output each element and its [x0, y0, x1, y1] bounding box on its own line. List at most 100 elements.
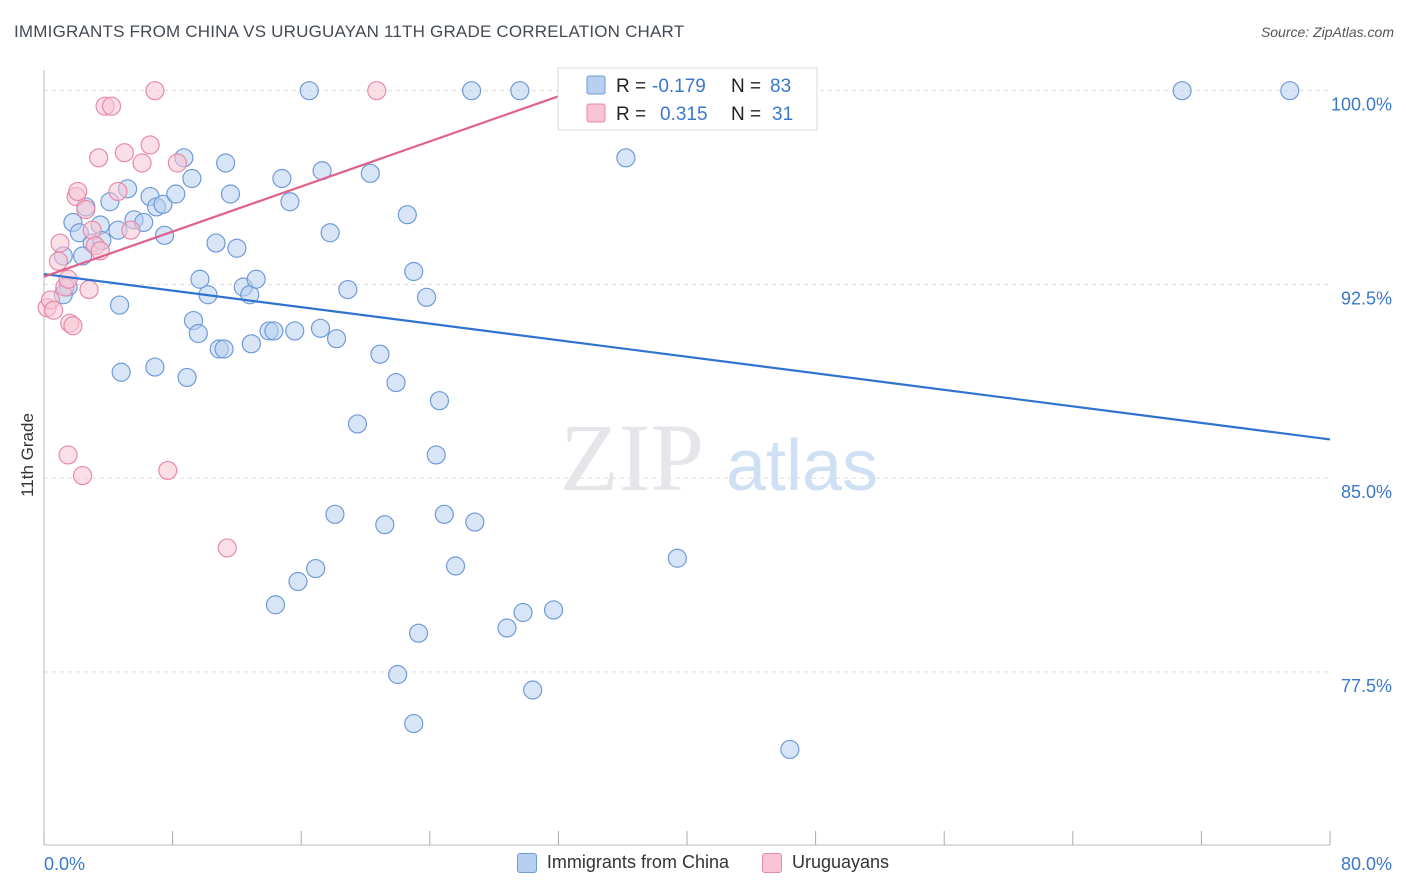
legend-item-uruguayans: Uruguayans: [762, 852, 889, 873]
x-tick-max: 80.0%: [1341, 854, 1392, 874]
china-point: [325, 504, 345, 524]
y-tick-label: 85.0%: [1341, 482, 1392, 502]
uruguayan-point: [63, 316, 83, 336]
china-point: [182, 168, 202, 189]
uruguayan-point: [89, 148, 109, 168]
chart-title: IMMIGRANTS FROM CHINA VS URUGUAYAN 11TH …: [14, 22, 685, 41]
legend-r-label-1: R =: [616, 76, 646, 97]
legend-swatch-china: [586, 75, 606, 95]
gridlines: [44, 90, 1330, 673]
china-point: [543, 600, 564, 620]
china-point: [338, 279, 358, 300]
china-point: [285, 321, 305, 341]
y-tick-label: 77.5%: [1341, 676, 1392, 696]
china-point: [375, 515, 395, 535]
china-point: [264, 321, 284, 341]
china-point: [220, 184, 241, 204]
uruguayan-point: [108, 181, 128, 202]
china-point: [214, 339, 234, 359]
china-point: [177, 367, 197, 388]
legend-n-label-2: N =: [731, 104, 761, 125]
china-point: [280, 192, 300, 212]
uruguayan-trend-line: [43, 89, 575, 278]
source-label: Source: ZipAtlas.com: [1260, 24, 1394, 40]
china-point: [523, 680, 543, 700]
china-point: [241, 334, 261, 354]
uruguayan-point: [158, 460, 178, 481]
china-point: [667, 548, 687, 568]
uruguayan-point: [167, 153, 188, 173]
china-point: [246, 269, 266, 289]
china-point: [347, 414, 368, 434]
china-point: [461, 81, 482, 101]
china-point: [145, 357, 165, 377]
uruguayan-point: [114, 143, 134, 163]
legend-item-china: Immigrants from China: [516, 852, 729, 873]
china-point: [513, 602, 533, 623]
china-point: [188, 323, 208, 344]
uruguayan-point: [58, 269, 78, 289]
china-point: [1280, 81, 1300, 101]
uruguayan-point: [44, 300, 64, 320]
legend-label-uruguayans: Uruguayans: [792, 852, 890, 872]
uruguayan-point: [58, 445, 78, 465]
uruguayan-point: [132, 153, 152, 173]
axes: [43, 70, 1331, 846]
bottom-legend: Immigrants from China Uruguayans: [0, 852, 1406, 878]
china-point: [426, 445, 446, 465]
uruguayan-point: [145, 81, 165, 101]
china-point: [780, 739, 800, 760]
china-point: [416, 287, 437, 307]
china-point: [445, 556, 466, 576]
china-point: [216, 153, 236, 173]
legend-swatch-uruguayans: [586, 103, 606, 123]
legend-r-value-2: 0.315: [660, 104, 708, 125]
legend-n-label-1: N =: [731, 76, 761, 97]
watermark-zip: ZIP: [560, 404, 704, 511]
china-point: [408, 623, 429, 643]
china-point: [310, 318, 331, 338]
uruguayan-point: [121, 220, 141, 240]
china-point: [370, 344, 390, 364]
trend-lines: [43, 89, 1331, 441]
legend-swatch-china-bottom: [516, 852, 537, 873]
china-point: [388, 664, 408, 685]
china-point: [1172, 81, 1192, 101]
uruguayan-point: [68, 181, 88, 202]
y-tick-labels: 77.5% 85.0% 92.5% 100.0%: [1331, 95, 1392, 696]
china-point: [111, 362, 131, 382]
uruguayan-point: [48, 251, 69, 271]
uruguayan-point: [72, 465, 93, 486]
china-point: [272, 168, 292, 189]
china-point: [434, 504, 454, 524]
china-point: [153, 194, 173, 214]
china-point: [206, 233, 226, 253]
uruguayan-point: [217, 538, 237, 558]
china-point: [265, 595, 286, 615]
x-tick-min: 0.0%: [44, 854, 85, 874]
china-point: [320, 223, 340, 243]
china-point: [306, 558, 326, 579]
legend-r-label-2: R =: [616, 104, 646, 125]
china-point: [386, 372, 406, 393]
china-trend-line: [43, 272, 1331, 441]
china-point: [326, 329, 347, 349]
uruguayan-point: [50, 233, 70, 253]
china-point: [497, 618, 517, 638]
uruguayan-point: [82, 220, 102, 240]
watermark: ZIP atlas: [560, 404, 878, 511]
china-point: [397, 205, 417, 225]
china-point: [190, 269, 210, 289]
china-point: [299, 81, 319, 101]
china-point: [404, 261, 424, 282]
china-point: [166, 184, 186, 204]
china-point: [510, 81, 530, 101]
uruguayan-point: [140, 135, 160, 155]
legend-r-value-1: -0.179: [652, 76, 706, 97]
china-point: [465, 512, 485, 532]
legend-box: R = -0.179 N = 83 R = 0.315 N = 31: [557, 67, 818, 131]
legend-n-value-1: 83: [770, 76, 791, 97]
y-tick-label: 100.0%: [1331, 95, 1392, 115]
legend-n-value-2: 31: [772, 104, 793, 125]
